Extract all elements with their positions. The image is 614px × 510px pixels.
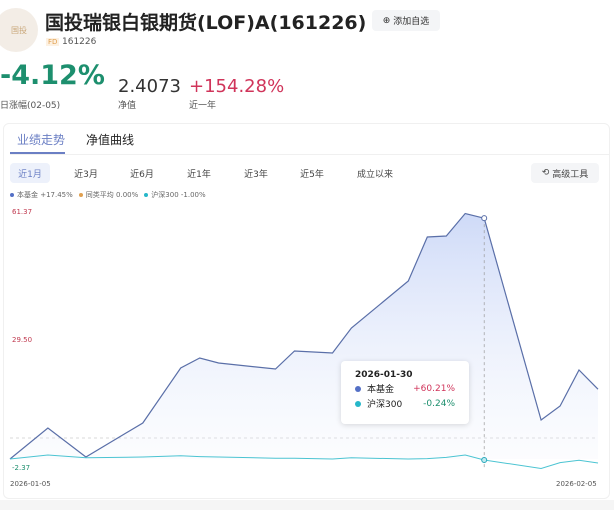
chart-card xyxy=(3,123,610,499)
hs300-line xyxy=(9,454,599,470)
page-bottom xyxy=(0,500,614,510)
x-tick-start: 2026-01-05 xyxy=(10,480,51,488)
period-3y[interactable]: 近3年 xyxy=(244,169,268,180)
tool-icon: ⟲ xyxy=(541,168,550,178)
period-3m[interactable]: 近3月 xyxy=(74,169,98,180)
period-since-inception[interactable]: 成立以来 xyxy=(356,169,393,180)
legend-peer-average[interactable]: 同类平均 0.00% xyxy=(78,190,138,200)
daily-change: -4.12% xyxy=(0,60,105,91)
hs300-point-marker xyxy=(481,456,488,463)
period-5y[interactable]: 近5年 xyxy=(300,169,324,180)
advanced-tools-button[interactable]: ⟲ 高级工具 xyxy=(531,163,599,183)
divider xyxy=(10,154,610,155)
period-1y[interactable]: 近1年 xyxy=(187,169,211,180)
year-change-label: 近一年 xyxy=(189,101,217,111)
chart-legend: 本基金 +17.45% 同类平均 0.00% 沪深300 -1.00% xyxy=(10,190,206,200)
fund-code: 161226 xyxy=(62,37,97,47)
period-6m[interactable]: 近6月 xyxy=(130,169,154,180)
nav-value: 2.4073 xyxy=(118,76,181,97)
fund-line xyxy=(9,212,599,460)
period-1m[interactable]: 近1月 xyxy=(10,163,50,183)
tooltip-row-fund: 本基金 +60.21% xyxy=(355,382,455,395)
x-tick-end: 2026-02-05 xyxy=(556,480,597,488)
fund-point-marker xyxy=(481,215,488,222)
daily-change-label: 日涨幅(02-05) xyxy=(0,101,61,111)
tooltip-date: 2026-01-30 xyxy=(355,370,413,380)
nav-label: 净值 xyxy=(118,101,137,111)
tab-performance[interactable]: 业绩走势 xyxy=(17,133,66,147)
fund-tag: FD xyxy=(46,38,60,46)
y-tick-max: 61.37 xyxy=(12,208,33,216)
year-change: +154.28% xyxy=(189,76,285,97)
plus-circle-icon: ⊕ xyxy=(382,15,391,26)
fund-logo: 国投 xyxy=(0,8,38,52)
tab-underline xyxy=(10,152,65,154)
tooltip-row-hs300: 沪深300 -0.24% xyxy=(355,397,455,410)
y-tick-mid: 29.50 xyxy=(12,336,33,344)
y-tick-min: -2.37 xyxy=(12,464,31,472)
chart-tooltip: 2026-01-30 本基金 +60.21% 沪深300 -0.24% xyxy=(341,361,469,424)
legend-hs300[interactable]: 沪深300 -1.00% xyxy=(144,190,206,200)
add-watchlist-button[interactable]: ⊕ 添加自选 xyxy=(372,10,440,31)
legend-fund[interactable]: 本基金 +17.45% xyxy=(10,190,73,200)
fund-area xyxy=(10,213,598,459)
fund-title: 国投瑞银白银期货(LOF)A(161226) xyxy=(45,12,367,34)
tab-nav-curve[interactable]: 净值曲线 xyxy=(86,133,135,147)
